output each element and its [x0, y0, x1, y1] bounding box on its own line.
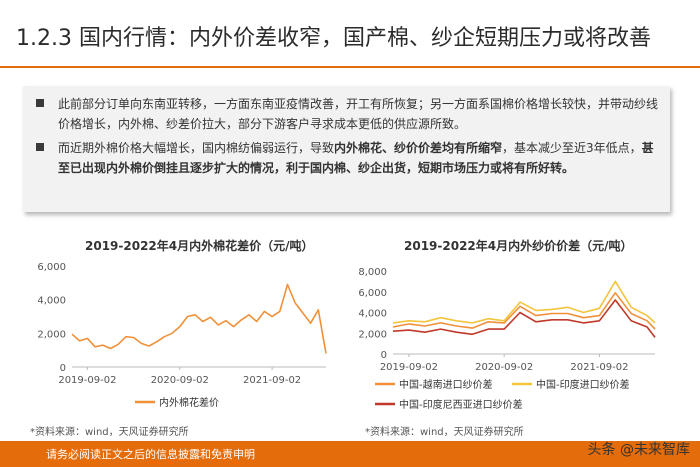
chart2-title: 2019-2022年4月内外纱价价差（元/吨）	[404, 239, 633, 253]
watermark: 头条 @未来智库	[588, 441, 690, 458]
y-tick-label: 2,000	[358, 329, 387, 340]
y-tick-label: 6,000	[358, 288, 387, 299]
series-line-1	[71, 283, 327, 354]
y-tick-label: 8,000	[358, 267, 387, 278]
series-line-3	[392, 299, 656, 338]
y-tick-label: 2,000	[37, 329, 66, 340]
series-line-2	[392, 280, 656, 324]
y-tick-label: 4,000	[37, 296, 66, 307]
chart1-title: 2019-2022年4月内外棉花差价（元/吨）	[85, 239, 314, 253]
summary-bullet-2-text: 而近期外棉价格大幅增长，国内棉纺偏弱运行，导致内外棉花、纱价价差均有所缩窄，基本…	[58, 138, 658, 178]
x-tick-label: 2021-09-02	[243, 375, 301, 386]
bullet2-part-b: 内外棉花、纱价价差均有所缩窄	[334, 141, 503, 155]
bullet2-part-d: 甚至已出现内外棉价倒挂且逐步扩大的情况，利于国内棉、纱企出货，短期市场压力或将有…	[58, 141, 654, 175]
legend-label-1: 内外棉花差价	[159, 396, 219, 409]
bullet2-part-c: ，基本减少至近3年低点，	[502, 141, 642, 155]
cotton-spread-chart: 0 2,000 4,000 6,000 2019-09-02 2020-09-02 2021…	[37, 262, 327, 409]
footer-bar: 请务必阅读正文之后的信息披露和免责申明	[0, 441, 700, 467]
summary-box: 此前部分订单向东南亚转移，一方面东南亚疫情改善，开工有所恢复；另一方面系国棉价格…	[23, 86, 670, 212]
chart2-source: *资料来源：wind，天风证券研究所	[365, 427, 524, 438]
legend-label-3: 中国-印度尼西亚进口纱价差	[399, 398, 523, 411]
summary-bullet-2: 而近期外棉价格大幅增长，国内棉纺偏弱运行，导致内外棉花、纱价价差均有所缩窄，基本…	[36, 138, 658, 178]
x-tick-label: 2021-09-02	[570, 362, 628, 373]
watermark-text: 头条 @未来智库	[588, 441, 690, 458]
y-tick-label: 0	[381, 350, 387, 361]
title-rule	[0, 66, 700, 68]
x-tick-label: 2019-09-02	[380, 362, 438, 373]
y-tick-label: 4,000	[358, 309, 387, 320]
legend-label-1: 中国-越南进口纱价差	[399, 378, 493, 391]
legend-label-2: 中国-印度进口纱价差	[536, 378, 630, 391]
page-title: 1.2.3 国内行情：内外价差收窄，国产棉、纱企短期压力或将改善	[16, 26, 651, 51]
x-tick-label: 2020-09-02	[475, 362, 533, 373]
y-tick-label: 0	[60, 363, 66, 374]
bullet-square-icon	[36, 99, 44, 107]
chart1-source: *资料来源：wind，天风证券研究所	[30, 427, 189, 438]
x-tick-label: 2019-09-02	[58, 375, 116, 386]
x-tick-label: 2020-09-02	[151, 375, 209, 386]
footer-disclaimer: 请务必阅读正文之后的信息披露和免责申明	[46, 448, 255, 461]
bullet2-part-a: 而近期外棉价格大幅增长，国内棉纺偏弱运行，导致	[58, 141, 335, 155]
yarn-spread-chart: 0 2,000 4,000 6,000 8,000 2019-09-02 2020-09-0…	[358, 267, 656, 411]
summary-bullet-1-text: 此前部分订单向东南亚转移，一方面东南亚疫情改善，开工有所恢复；另一方面系国棉价格…	[58, 97, 659, 131]
y-tick-label: 6,000	[37, 262, 66, 273]
summary-bullet-1: 此前部分订单向东南亚转移，一方面东南亚疫情改善，开工有所恢复；另一方面系国棉价格…	[36, 94, 658, 134]
bullet-square-icon	[36, 143, 44, 151]
series-line-1	[392, 291, 656, 330]
